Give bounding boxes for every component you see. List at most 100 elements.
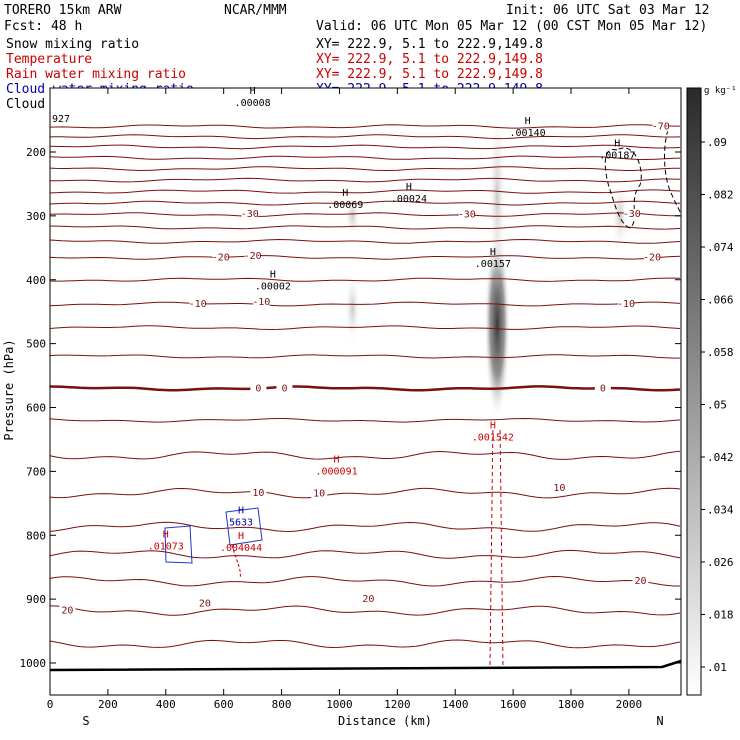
- y-tick-label: 800: [26, 529, 46, 542]
- isotherm-label: 10: [313, 489, 325, 500]
- x-tick-label: 2000: [616, 698, 643, 711]
- isotherm-line: [49, 325, 681, 331]
- colorbar-tick-label: .01: [707, 661, 727, 674]
- isotherm-label-bg: [632, 576, 649, 587]
- plot-area: [50, 88, 681, 695]
- legend-xy: XY= 222.9, 5.1 to 222.9,149.8: [316, 37, 543, 52]
- isotherm-label-bg: [458, 209, 475, 220]
- maximum-value: .001542: [472, 433, 514, 444]
- maximum-marker: H: [238, 506, 244, 517]
- forecast-label: Fcst: 48 h: [4, 19, 82, 34]
- isotherm-label-bg: [212, 252, 229, 263]
- colorbar-tick-label: .026: [707, 556, 734, 569]
- x-tick-label: 1800: [558, 698, 585, 711]
- isotherm-label: 0: [281, 383, 287, 394]
- isotherm-line: [49, 450, 681, 460]
- maximum-marker: H: [490, 247, 496, 258]
- isotherm-label: -20: [244, 251, 262, 262]
- colorbar-units: g kg⁻¹: [704, 86, 737, 96]
- rain-water-contour: [489, 429, 504, 669]
- init-label: Init: 06 UTC Sat 03 Mar 12: [506, 3, 710, 18]
- isotherm-label: -10: [617, 299, 635, 310]
- isotherm-line: [49, 521, 681, 533]
- isotherm-label: 10: [553, 483, 565, 494]
- y-tick-label: 1000: [20, 657, 47, 670]
- isotherm-label: -20: [643, 252, 661, 263]
- colorbar-tick-label: .082: [707, 189, 734, 202]
- maximum-marker: H: [334, 455, 340, 466]
- isotherm-line: [49, 385, 681, 392]
- isotherm-label-bg: [276, 383, 293, 394]
- x-tick-label: 1400: [442, 698, 469, 711]
- maximum-marker: H: [614, 138, 620, 149]
- isotherm-label-bg: [59, 605, 76, 616]
- isotherm-line: [49, 189, 681, 194]
- maximum-value: 5633: [229, 518, 253, 529]
- isotherm-label: 0: [255, 383, 261, 394]
- valid-label: Valid: 06 UTC Mon 05 Mar 12 (00 CST Mon …: [316, 19, 707, 34]
- shading-blob: [611, 180, 630, 251]
- isotherm-line: [49, 212, 681, 217]
- maximum-value: .00187: [599, 150, 635, 161]
- maximum-value: .00008: [235, 98, 271, 109]
- isotherm-label-bg: [594, 383, 611, 394]
- isotherm-label: 20: [634, 576, 646, 587]
- x-tick-label: 1600: [500, 698, 527, 711]
- isotherm-label-bg: [241, 208, 258, 219]
- colorbar-tick-label: .018: [707, 609, 734, 622]
- isotherm-line: [49, 255, 681, 260]
- colorbar-tick-label: .034: [707, 504, 734, 517]
- isotherm-label-bg: [250, 488, 267, 499]
- isotherm-label-bg: [253, 297, 270, 308]
- legend-name: Snow mixing ratio: [6, 37, 139, 52]
- plot-frame: [49, 87, 682, 696]
- maximum-marker: H: [270, 269, 276, 280]
- cloud-water-contour: [225, 507, 263, 546]
- isotherm-label: -10: [252, 297, 270, 308]
- maxima-labels: H.00008H.00140H.00187H.00024H.00069H.001…: [148, 86, 636, 554]
- cloud-ice-contour: [664, 129, 682, 216]
- isotherm-line: [49, 277, 681, 282]
- isotherm-label: 20: [362, 594, 374, 605]
- maximum-value: .00140: [510, 128, 546, 139]
- y-tick-label: 400: [26, 274, 46, 287]
- maximum-marker: H: [250, 86, 256, 97]
- shading-blob: [344, 270, 361, 347]
- isotherm-line: [49, 200, 681, 206]
- isotherm-label: 0: [600, 383, 606, 394]
- center-label: NCAR/MMM: [224, 3, 287, 18]
- isotherm-line: [49, 417, 681, 423]
- x-tick-label: 1000: [326, 698, 353, 711]
- legend-name: Temperature: [6, 52, 92, 67]
- x-tick-label: 0: [47, 698, 54, 711]
- right-endpoint-label: N: [656, 714, 663, 728]
- isotherm-line: [49, 166, 680, 172]
- isotherm-label: 20: [61, 606, 73, 617]
- colorbar-tick-label: .074: [707, 241, 734, 254]
- isotherm-label: -10: [189, 299, 207, 310]
- maximum-marker: H: [525, 116, 531, 127]
- y-tick-label: 900: [26, 593, 46, 606]
- maximum-value: .00002: [255, 281, 291, 292]
- terrain-line: [49, 659, 682, 672]
- isotherm-label-bg: [189, 299, 206, 310]
- isotherm-label-bg: [250, 383, 267, 394]
- shading-blob: [484, 229, 511, 420]
- isotherm-label-bg: [311, 488, 328, 499]
- maximum-marker: H: [490, 421, 496, 432]
- maximum-value: .00024: [391, 194, 427, 205]
- isotherm-label-bg: [623, 208, 640, 219]
- isotherm-label: 10: [252, 488, 264, 499]
- isotherm-label-bg: [244, 251, 261, 262]
- isotherm-line: [49, 575, 680, 587]
- legend-name: Rain water mixing ratio: [6, 67, 186, 82]
- corner-label: 927: [52, 114, 70, 125]
- isotherm-line: [49, 487, 681, 499]
- isotherm-line: [49, 605, 681, 616]
- isotherm-labels: -70 -30 -30 -30 -20 -20 -20 -10 -10 -10 0 0 0 10 10 10 2…: [59, 121, 670, 617]
- isotherm-label-bg: [551, 482, 568, 493]
- x-tick-label: 1200: [384, 698, 411, 711]
- isotherm-label: -30: [458, 210, 476, 221]
